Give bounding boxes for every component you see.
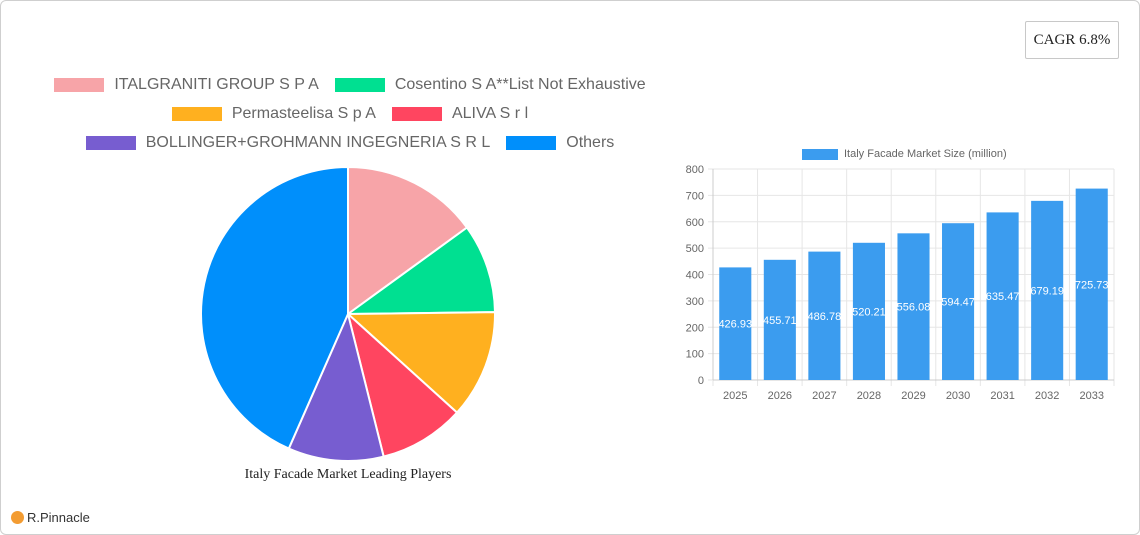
y-tick-label: 0 [698,375,704,387]
legend-swatch [54,78,105,92]
cagr-label: CAGR 6.8% [1033,31,1111,48]
pie-chart [198,164,498,464]
pie-slice[interactable] [347,165,469,316]
legend-item-cosentino[interactable]: Cosentino S A**List Not Exhaustive [334,76,646,94]
x-tick-label: 2033 [1079,390,1103,402]
bar-value-label: 520.21 [852,306,886,318]
bar[interactable] [852,242,885,380]
logo-text: R.Pinnacle [27,510,90,525]
bar[interactable] [719,267,752,380]
legend-swatch [334,78,385,92]
bar-value-label: 679.19 [1030,285,1064,297]
legend-swatch [391,107,442,121]
legend-item-italgraniti[interactable]: ITALGRANITI GROUP S P A [54,76,319,94]
legend-swatch [171,107,222,121]
pie-legend-row-1: ITALGRANITI GROUP S P A Cosentino S A**L… [0,76,700,94]
legend-swatch [802,148,838,160]
bar-value-label: 426.93 [718,319,752,331]
y-tick-label: 300 [686,296,704,308]
legend-swatch [85,136,136,150]
cagr-badge: CAGR 6.8% [1025,21,1119,59]
bar[interactable] [763,259,796,380]
bar-svg: 0 100 200 300 400 500 600 700 800 426.93 2025 455.7… [686,164,1115,402]
y-tick-label: 100 [686,349,704,361]
pie-slice[interactable] [345,311,496,415]
legend-item-aliva[interactable]: ALIVA S r l [391,105,529,123]
legend-label: Italy Facade Market Size (million) [844,148,1007,160]
legend-label: Others [566,134,615,151]
legend-label: ALIVA S r l [451,105,529,122]
x-tick-label: 2028 [857,390,881,402]
x-tick-label: 2026 [768,390,792,402]
bar-value-label: 594.47 [941,297,975,309]
x-tick-label: 2025 [723,390,747,402]
brand-logo: R.Pinnacle [11,510,90,525]
y-tick-label: 200 [686,322,704,334]
legend-label: BOLLINGER+GROHMANN INGEGNERIA S R L [145,134,491,151]
bar-value-label: 486.78 [808,311,842,323]
bar-value-label: 556.08 [897,302,931,314]
bar-value-label: 455.71 [763,315,797,327]
x-tick-label: 2031 [990,390,1014,402]
x-tick-label: 2029 [901,390,925,402]
y-tick-label: 600 [686,217,704,229]
bar[interactable] [808,251,841,380]
pie-slice[interactable] [200,165,349,450]
y-tick-label: 500 [686,243,704,255]
pie-legend-row-2: Permasteelisa S p A ALIVA S r l [0,105,700,123]
bar-value-label: 725.73 [1075,279,1109,291]
pie-legend-row-3: BOLLINGER+GROHMANN INGEGNERIA S R L Othe… [0,134,700,152]
y-tick-label: 800 [686,164,704,176]
legend-item-permasteelisa[interactable]: Permasteelisa S p A [171,105,376,123]
bar[interactable] [942,223,975,380]
x-tick-label: 2027 [812,390,836,402]
pie-slice[interactable] [287,310,385,462]
logo-icon [11,511,24,524]
y-tick-label: 700 [686,190,704,202]
bar-chart: 0 100 200 300 400 500 600 700 800 426.93 2025 455.7… [676,160,1136,410]
x-tick-label: 2032 [1035,390,1059,402]
legend-item-bollinger[interactable]: BOLLINGER+GROHMANN INGEGNERIA S R L [85,134,491,152]
bar[interactable] [986,212,1019,380]
pie-slice[interactable] [344,226,497,316]
legend-label: Permasteelisa S p A [231,105,376,122]
bar[interactable] [897,233,930,380]
pie-svg [200,165,497,462]
legend-item-others[interactable]: Others [506,134,614,152]
y-tick-label: 400 [686,270,704,282]
legend-swatch [506,136,557,150]
legend-label: Cosentino S A**List Not Exhaustive [394,76,646,93]
bar[interactable] [1031,200,1064,380]
bar-value-label: 635.47 [986,291,1020,303]
bar-legend-item[interactable]: Italy Facade Market Size (million) [802,148,1007,160]
pie-title: Italy Facade Market Leading Players [244,467,452,482]
x-tick-label: 2030 [946,390,970,402]
bar[interactable] [1075,188,1108,380]
legend-label: ITALGRANITI GROUP S P A [114,76,319,93]
